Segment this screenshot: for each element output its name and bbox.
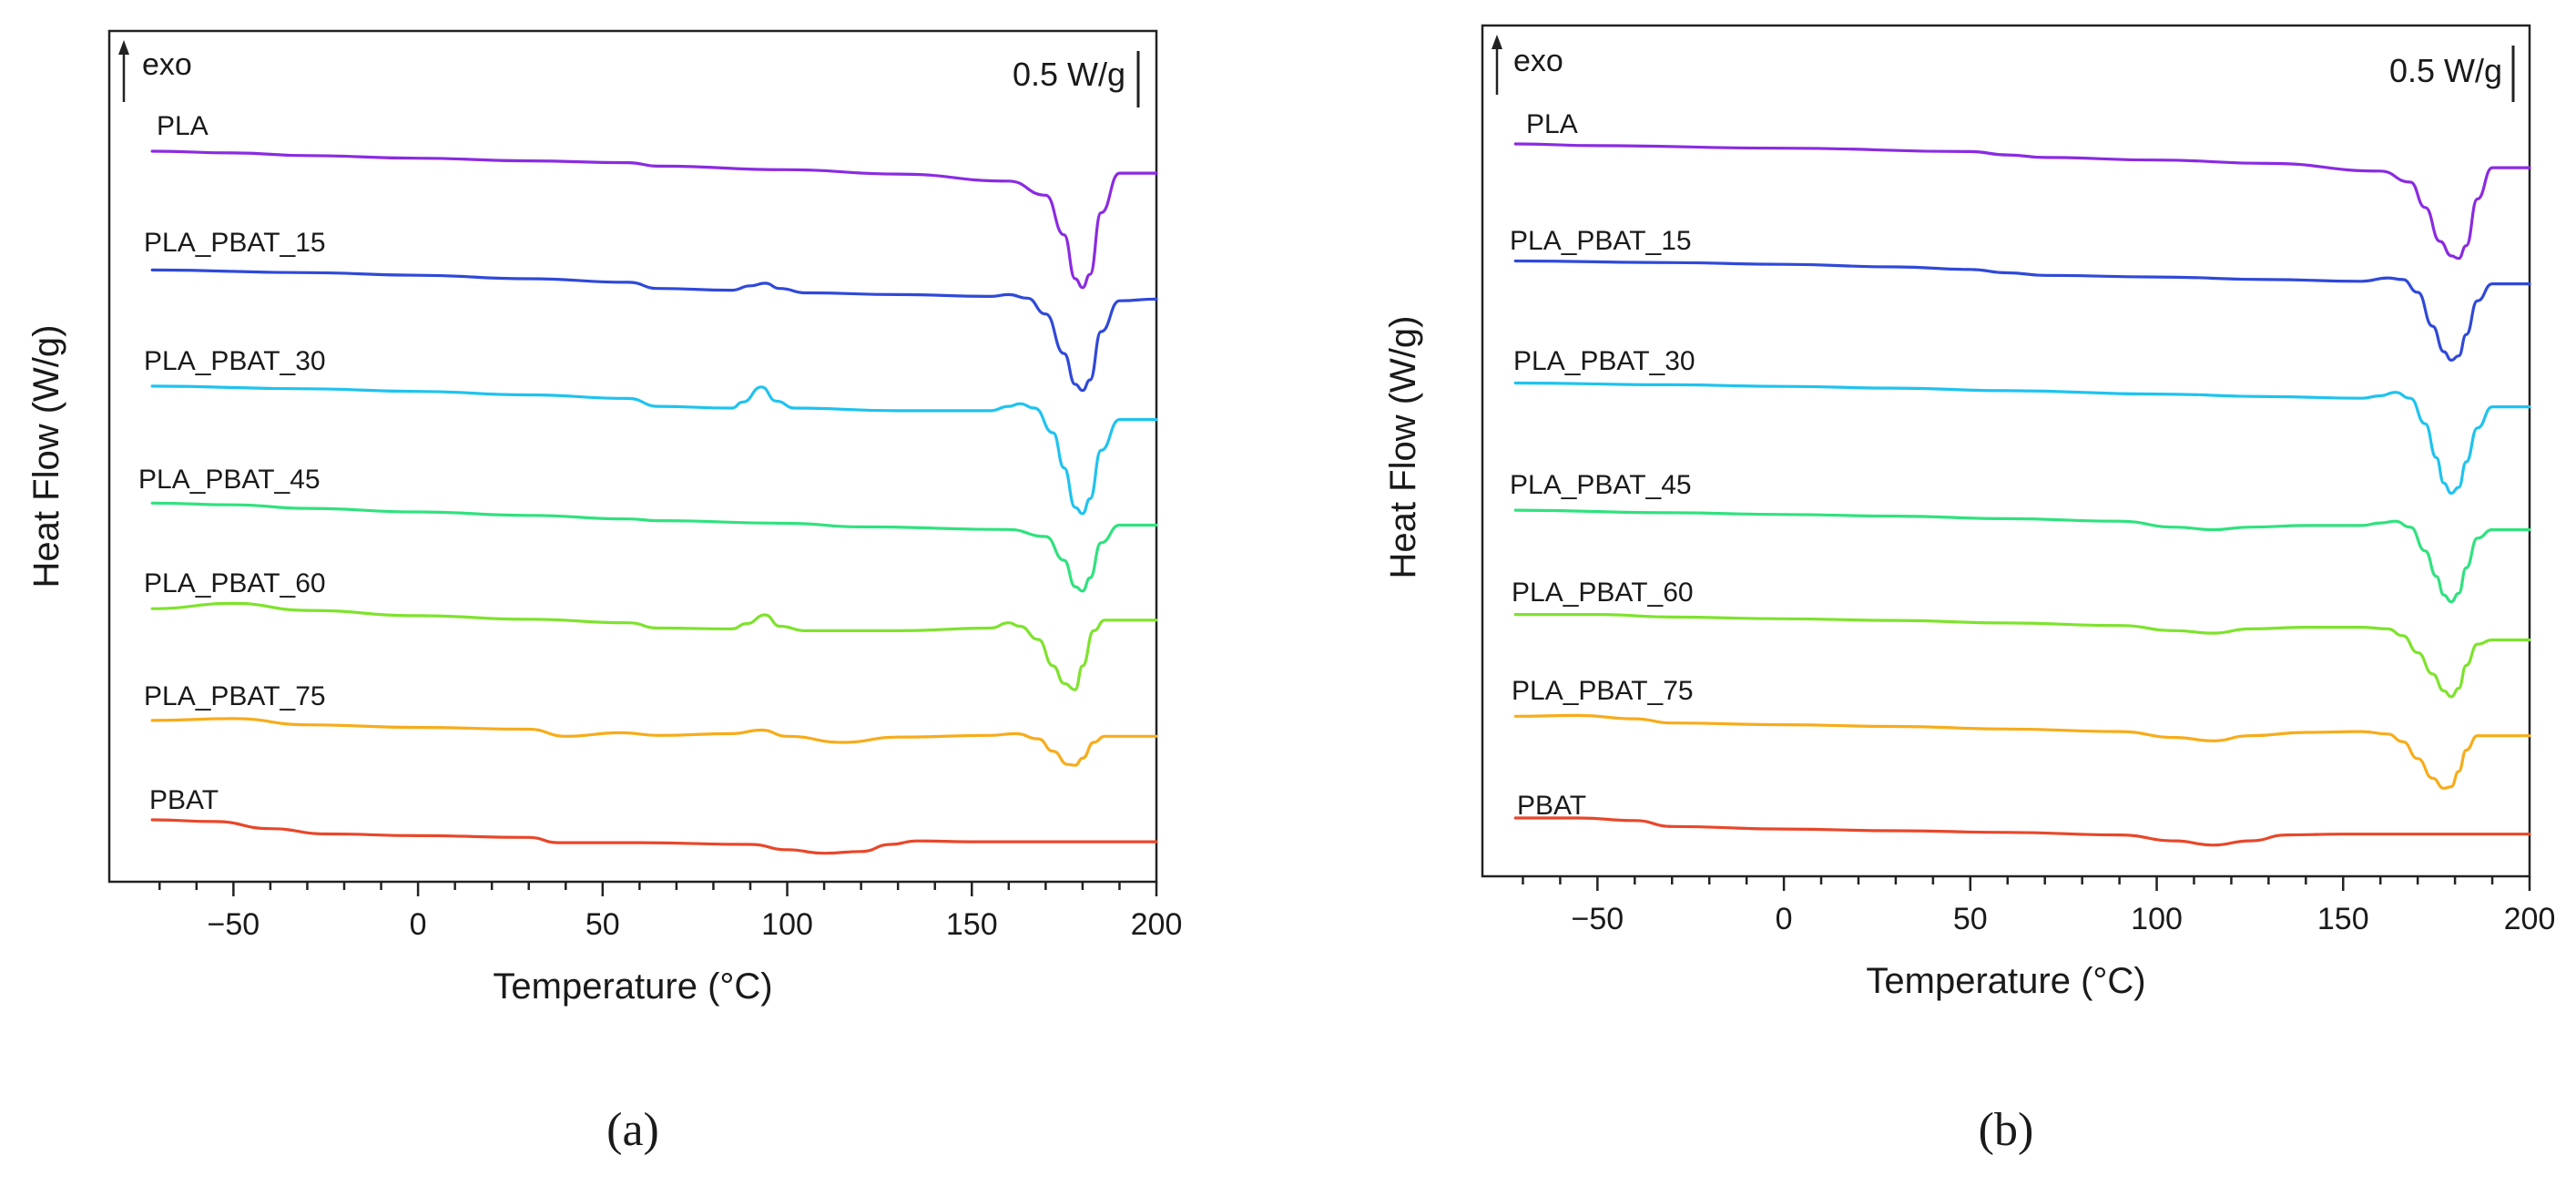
panel-label-a: (a): [606, 1104, 659, 1156]
x-tick-label: 150: [946, 907, 998, 942]
plot-frame-b: [1481, 24, 2531, 878]
exo-label: exo: [1513, 44, 1563, 78]
y-axis-title: Heat Flow (W/g): [26, 325, 66, 588]
series-line-pla-pbat-60: [150, 601, 1158, 691]
series-label-pla-pbat-60: PLA_PBAT_60: [1512, 578, 1694, 608]
series-label-pla: PLA: [157, 111, 209, 141]
series-line-pla-pbat-45: [150, 501, 1158, 593]
series-group-a: [150, 149, 1158, 855]
x-tick-label: 0: [1776, 902, 1793, 936]
x-tick-label: 50: [1953, 902, 1988, 936]
x-tick-label: −50: [208, 907, 260, 942]
scale-bar-label: 0.5 W/g: [2389, 52, 2502, 89]
scale-bar-label: 0.5 W/g: [1013, 56, 1125, 93]
series-line-pbat: [150, 818, 1158, 855]
series-line-pla-pbat-15: [1513, 259, 2531, 362]
x-axis-ticks-b: −50 0 50 100 150 200: [1522, 876, 2555, 936]
x-tick-label: 200: [2504, 902, 2556, 936]
panel-a: −50 0 50 100 150 200 PLA PLA_PBAT_15 PLA_PBAT_3…: [26, 29, 1183, 1156]
y-axis-title: Heat Flow (W/g): [1383, 316, 1423, 579]
series-label-pla-pbat-75: PLA_PBAT_75: [1512, 676, 1694, 706]
x-axis-ticks-a: −50 0 50 100 150 200: [158, 882, 1183, 942]
x-tick-label: 0: [410, 907, 427, 942]
series-line-pla: [150, 149, 1158, 290]
series-labels-a: PLA PLA_PBAT_15 PLA_PBAT_30 PLA_PBAT_45 PLA_…: [138, 111, 326, 815]
x-tick-label: 100: [761, 907, 813, 942]
exo-label: exo: [142, 47, 192, 82]
series-line-pla-pbat-30: [1513, 381, 2531, 496]
series-label-pla-pbat-45: PLA_PBAT_45: [1510, 470, 1692, 500]
x-tick-label: 200: [1131, 907, 1183, 942]
series-label-pla-pbat-30: PLA_PBAT_30: [144, 346, 326, 376]
series-label-pla-pbat-15: PLA_PBAT_15: [144, 228, 326, 258]
series-line-pla-pbat-75: [1513, 713, 2531, 790]
exo-arrowhead-icon: [118, 40, 129, 55]
x-tick-label: 50: [585, 907, 620, 942]
series-label-pla-pbat-30: PLA_PBAT_30: [1513, 346, 1695, 376]
series-line-pla-pbat-75: [150, 717, 1158, 767]
panel-b: −50 0 50 100 150 200 PLA PLA_PBAT_15 PLA_PBAT_3…: [1383, 24, 2555, 1156]
series-label-pla-pbat-45: PLA_PBAT_45: [138, 465, 321, 495]
plot-frame-a: [107, 29, 1158, 884]
series-group-b: [1513, 142, 2531, 847]
series-labels-b: PLA PLA_PBAT_15 PLA_PBAT_30 PLA_PBAT_45 PLA_…: [1510, 109, 1695, 821]
series-line-pla-pbat-30: [150, 384, 1158, 516]
x-axis-title: Temperature (°C): [1866, 961, 2145, 1001]
x-tick-label: 150: [2317, 902, 2369, 936]
series-label-pla-pbat-60: PLA_PBAT_60: [144, 568, 326, 598]
panel-label-b: (b): [1979, 1104, 2034, 1156]
exo-arrowhead-icon: [1492, 35, 1502, 49]
series-line-pla-pbat-45: [1513, 508, 2531, 604]
series-label-pla-pbat-75: PLA_PBAT_75: [144, 681, 326, 711]
series-label-pla-pbat-15: PLA_PBAT_15: [1510, 226, 1692, 256]
series-label-pla: PLA: [1526, 109, 1578, 139]
series-line-pla: [1513, 142, 2531, 261]
series-line-pla-pbat-60: [1513, 612, 2531, 699]
series-line-pla-pbat-15: [150, 268, 1158, 393]
series-label-pbat: PBAT: [149, 785, 219, 815]
series-label-pbat: PBAT: [1517, 791, 1586, 821]
x-axis-title: Temperature (°C): [493, 966, 772, 1007]
series-line-pbat: [1513, 816, 2531, 847]
x-tick-label: −50: [1572, 902, 1624, 936]
x-tick-label: 100: [2131, 902, 2183, 936]
